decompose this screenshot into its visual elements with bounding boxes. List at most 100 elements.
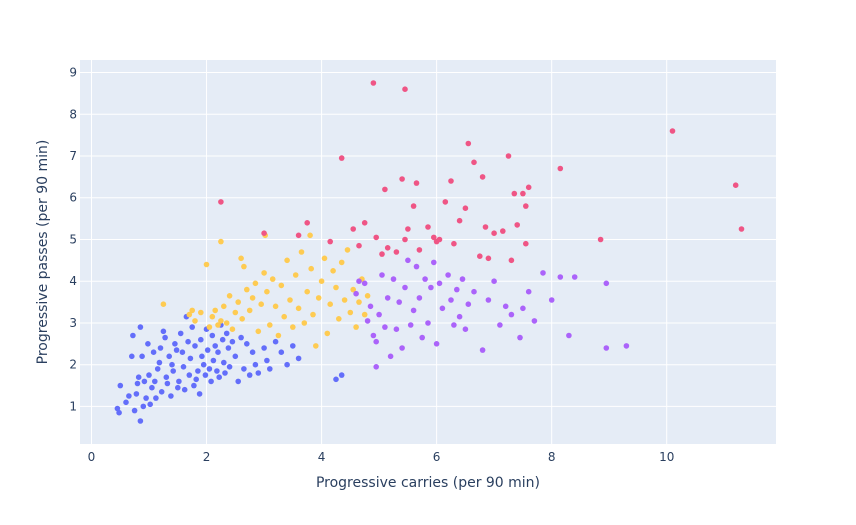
- data-point: [249, 349, 256, 356]
- data-point: [462, 326, 469, 333]
- data-point: [212, 307, 218, 314]
- data-point: [451, 322, 457, 328]
- data-point: [393, 249, 400, 255]
- data-point: [448, 297, 454, 303]
- data-point: [176, 378, 182, 385]
- data-point: [264, 288, 270, 295]
- data-point: [361, 220, 368, 226]
- data-point: [222, 370, 228, 376]
- data-point: [195, 368, 201, 374]
- data-point: [517, 334, 523, 341]
- data-point: [185, 338, 191, 345]
- data-point: [405, 257, 411, 264]
- data-point: [255, 328, 262, 335]
- data-point: [491, 230, 497, 236]
- data-point: [425, 224, 431, 230]
- y-axis-title: Progressive passes (per 90 min): [35, 140, 51, 365]
- data-point: [134, 380, 141, 387]
- data-point: [540, 270, 546, 276]
- data-point: [451, 240, 457, 247]
- data-point: [732, 182, 739, 188]
- data-point: [353, 324, 359, 330]
- data-point: [301, 320, 308, 326]
- data-point: [152, 378, 158, 385]
- data-point: [154, 366, 161, 372]
- data-point: [566, 332, 572, 339]
- data-point: [202, 372, 209, 378]
- data-point: [215, 349, 221, 356]
- data-point: [241, 366, 247, 372]
- data-point: [191, 382, 197, 389]
- data-point: [278, 349, 285, 356]
- data-point: [292, 272, 299, 278]
- x-tick-label: 2: [203, 450, 211, 464]
- data-point: [238, 255, 244, 262]
- data-points: [114, 80, 745, 424]
- data-point: [387, 353, 394, 360]
- data-point: [232, 309, 239, 316]
- data-point: [223, 320, 230, 326]
- data-point: [479, 347, 486, 353]
- data-point: [402, 236, 408, 243]
- data-point: [370, 332, 377, 339]
- x-tick-label: 8: [548, 450, 556, 464]
- data-point: [419, 334, 426, 341]
- data-point: [199, 353, 205, 360]
- data-point: [413, 180, 420, 186]
- data-point: [177, 330, 184, 337]
- data-point: [198, 309, 204, 316]
- data-point: [669, 128, 676, 134]
- data-point: [175, 384, 181, 391]
- data-point: [168, 393, 174, 399]
- data-point: [330, 268, 336, 274]
- data-point: [261, 270, 267, 276]
- data-point: [321, 255, 328, 262]
- data-point: [116, 409, 122, 416]
- data-point: [295, 232, 302, 239]
- data-point: [431, 234, 437, 241]
- data-point: [445, 272, 451, 278]
- data-point: [244, 341, 250, 347]
- data-point: [497, 322, 503, 328]
- data-point: [143, 395, 149, 401]
- data-point: [281, 313, 288, 320]
- data-point: [221, 303, 227, 310]
- data-point: [206, 366, 213, 372]
- data-point: [244, 286, 250, 293]
- data-point: [350, 286, 357, 293]
- data-point: [172, 341, 178, 347]
- data-point: [252, 280, 259, 287]
- data-point: [198, 336, 204, 343]
- data-point: [477, 253, 483, 259]
- data-point: [399, 345, 405, 351]
- data-point: [156, 359, 163, 366]
- data-point: [140, 403, 147, 410]
- data-point: [738, 226, 745, 232]
- data-point: [131, 407, 138, 414]
- data-point: [327, 301, 334, 308]
- data-point: [367, 303, 374, 310]
- data-point: [353, 290, 359, 297]
- data-point: [114, 405, 121, 412]
- x-tick-label: 0: [88, 450, 96, 464]
- data-point: [239, 316, 245, 322]
- data-point: [327, 238, 334, 245]
- data-point: [153, 395, 159, 401]
- data-point: [603, 345, 610, 351]
- data-point: [482, 224, 489, 230]
- data-point: [304, 220, 311, 226]
- data-point: [431, 259, 437, 266]
- data-point: [557, 165, 564, 172]
- data-point: [123, 399, 129, 406]
- data-point: [290, 343, 296, 349]
- data-point: [189, 324, 195, 330]
- data-point: [508, 257, 515, 264]
- data-point: [157, 345, 164, 351]
- y-tick-label: 6: [69, 191, 77, 205]
- data-point: [338, 155, 345, 161]
- data-point: [523, 240, 529, 247]
- data-point: [364, 318, 371, 324]
- data-point: [525, 288, 532, 295]
- data-point: [287, 297, 293, 303]
- data-point: [226, 364, 233, 370]
